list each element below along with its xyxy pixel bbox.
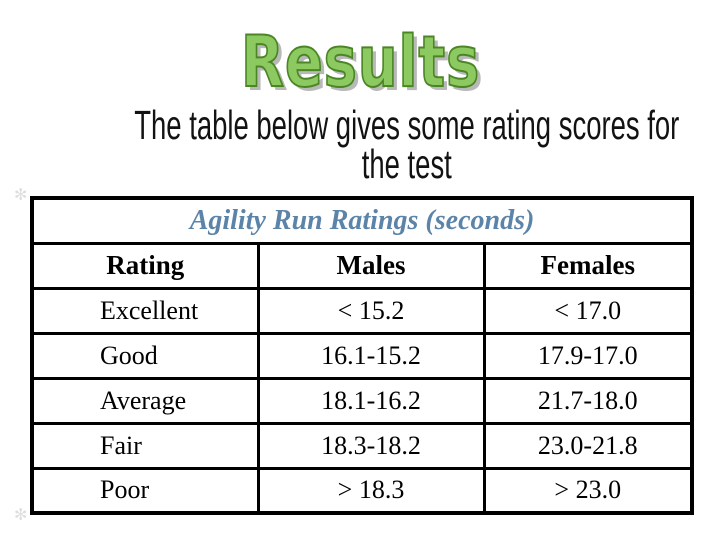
rating-label: Poor <box>30 466 260 515</box>
females-value: 23.0-21.8 <box>482 421 694 470</box>
slide-title-area: Results <box>0 21 720 103</box>
table-row: Excellent < 15.2 < 17.0 <box>30 286 694 335</box>
males-value: < 15.2 <box>256 286 486 335</box>
rating-label: Average <box>30 376 260 425</box>
females-value: 17.9-17.0 <box>482 331 694 380</box>
females-value: < 17.0 <box>482 286 694 335</box>
rating-label: Excellent <box>30 286 260 335</box>
table-row: Average 18.1-16.2 21.7-18.0 <box>30 376 694 425</box>
slide-subtitle: The table below gives some rating scores… <box>134 102 680 187</box>
subtitle-line-2: the test <box>361 141 452 187</box>
slide-subtitle-area: The table below gives some rating scores… <box>0 102 720 187</box>
column-header-males: Males <box>256 241 486 290</box>
males-value: 18.3-18.2 <box>256 421 486 470</box>
table-row: Fair 18.3-18.2 23.0-21.8 <box>30 421 694 470</box>
column-header-females: Females <box>482 241 694 290</box>
females-value: > 23.0 <box>482 466 694 515</box>
rating-label: Fair <box>30 421 260 470</box>
column-header-rating: Rating <box>30 241 260 290</box>
ratings-table: Agility Run Ratings (seconds) Rating Mal… <box>30 196 695 515</box>
slide-title: Results <box>240 21 480 103</box>
table-row: Poor > 18.3 > 23.0 <box>30 466 694 515</box>
males-value: 16.1-15.2 <box>256 331 486 380</box>
table-row: Good 16.1-15.2 17.9-17.0 <box>30 331 694 380</box>
rating-label: Good <box>30 331 260 380</box>
table-caption: Agility Run Ratings (seconds) <box>30 196 694 245</box>
females-value: 21.7-18.0 <box>482 376 694 425</box>
males-value: 18.1-16.2 <box>256 376 486 425</box>
table-caption-row: Agility Run Ratings (seconds) <box>30 196 694 245</box>
corner-artifact-top: ✻ <box>14 185 28 204</box>
males-value: > 18.3 <box>256 466 486 515</box>
subtitle-line-1: The table below gives some rating scores… <box>134 102 680 148</box>
corner-artifact-bottom: ✻ <box>14 505 28 524</box>
table-header-row: Rating Males Females <box>30 241 694 290</box>
